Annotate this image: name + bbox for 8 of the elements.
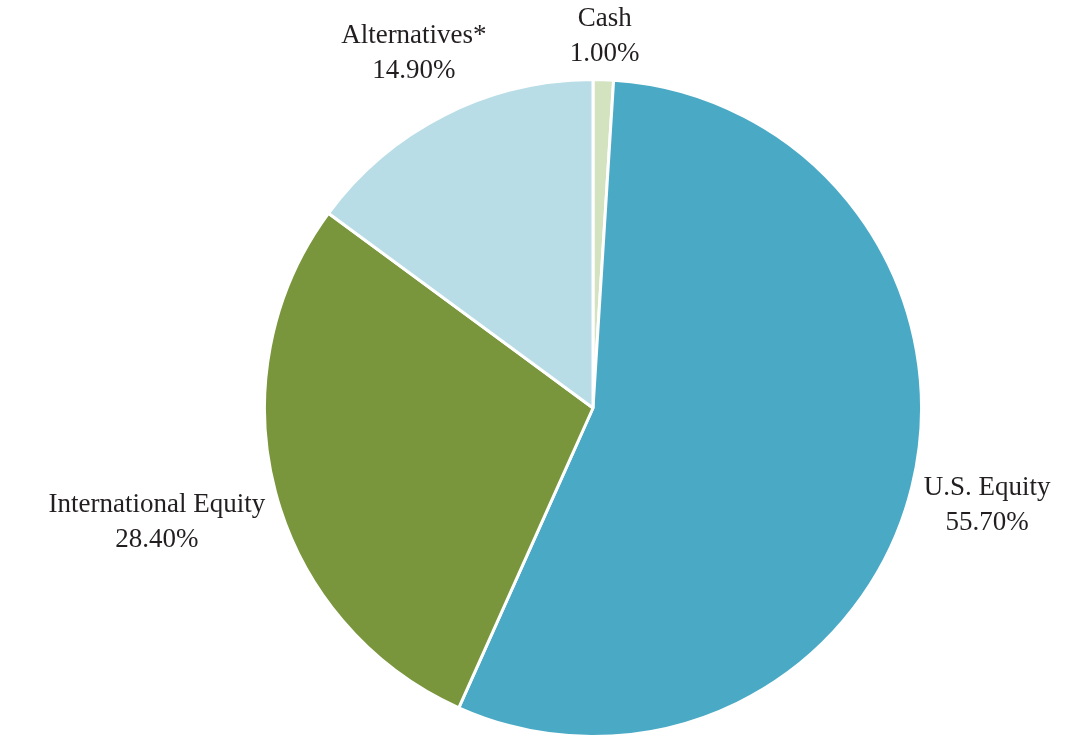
slice-label: U.S. Equity bbox=[923, 470, 1052, 501]
slice-label: Cash bbox=[577, 1, 633, 32]
data-label: 28.40% bbox=[115, 523, 199, 554]
data-label: 55.70% bbox=[945, 505, 1029, 536]
data-label: 14.90% bbox=[372, 54, 456, 85]
data-label: 1.00% bbox=[569, 36, 640, 67]
slice-label: International Equity bbox=[48, 488, 266, 519]
slice-label: Alternatives* bbox=[341, 19, 487, 50]
